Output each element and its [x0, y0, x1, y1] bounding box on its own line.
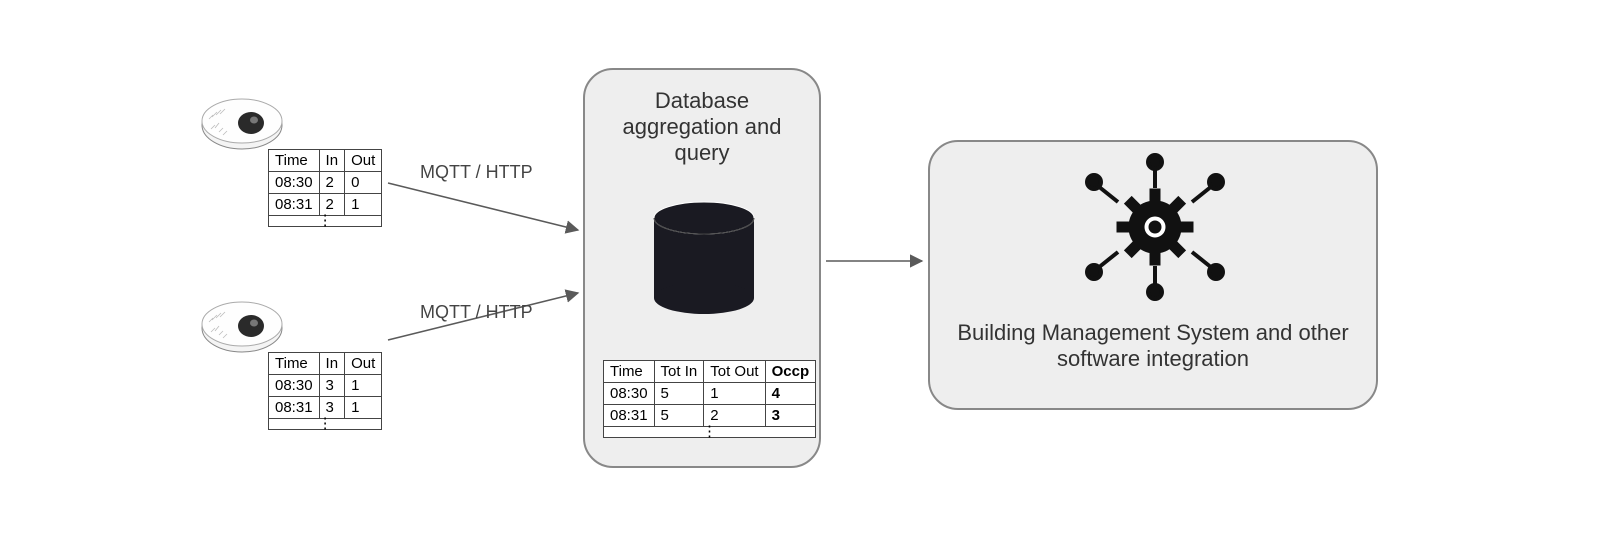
col-time: Time: [604, 361, 655, 383]
table-row: 08:30 3 1: [269, 375, 382, 397]
col-tot-out: Tot Out: [704, 361, 765, 383]
integration-gear-icon: [1070, 152, 1240, 302]
table-more-row: ⋮: [269, 216, 382, 227]
edge-label-top: MQTT / HTTP: [420, 162, 533, 183]
camera-sensor-icon: [197, 95, 287, 155]
col-in: In: [319, 150, 345, 172]
bms-panel: Building Management System and other sof…: [928, 140, 1378, 410]
table-more-row: ⋮: [269, 419, 382, 430]
database-icon: [649, 200, 759, 320]
col-out: Out: [345, 150, 382, 172]
col-in: In: [319, 353, 345, 375]
bms-panel-title: Building Management System and other sof…: [930, 320, 1376, 372]
col-occp: Occp: [765, 361, 816, 383]
table-more-row: ⋮: [604, 427, 816, 438]
database-panel-title: Database aggregation and query: [585, 88, 819, 166]
col-time: Time: [269, 150, 320, 172]
col-out: Out: [345, 353, 382, 375]
arrow-sensor1-to-db: [388, 183, 578, 230]
edge-label-bottom: MQTT / HTTP: [420, 302, 533, 323]
architecture-diagram: Time In Out 08:30 2 0 08:31 2 1 ⋮: [0, 0, 1600, 540]
aggregated-data-table: Time Tot In Tot Out Occp 08:30 5 1 4 08:…: [603, 360, 816, 438]
table-row: 08:30 5 1 4: [604, 383, 816, 405]
sensor-2-data-table: Time In Out 08:30 3 1 08:31 3 1 ⋮: [268, 352, 382, 430]
col-time: Time: [269, 353, 320, 375]
camera-sensor-icon: [197, 298, 287, 358]
sensor-1-data-table: Time In Out 08:30 2 0 08:31 2 1 ⋮: [268, 149, 382, 227]
table-row: 08:30 2 0: [269, 172, 382, 194]
col-tot-in: Tot In: [654, 361, 704, 383]
